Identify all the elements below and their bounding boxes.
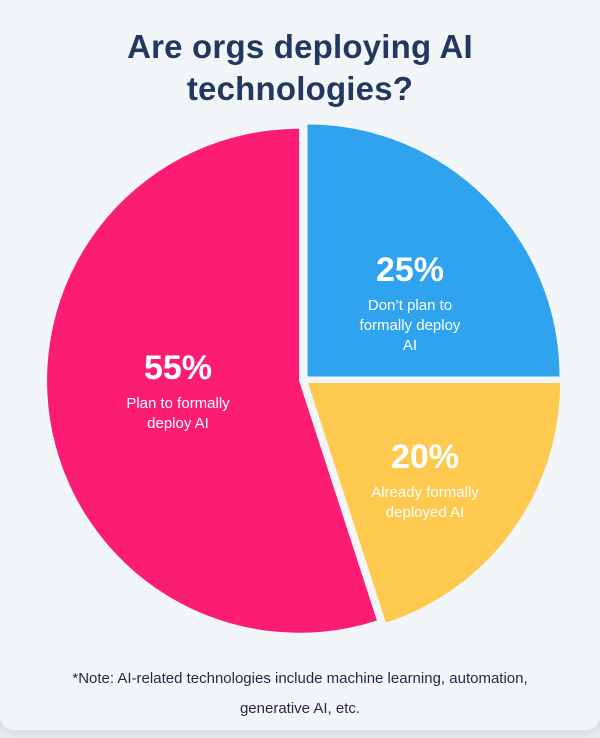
footnote-line-1: *Note: AI-related technologies include m…	[72, 670, 528, 687]
slice-description: Don’t plan to formally deploy AI	[359, 297, 461, 354]
slice-percent: 25%	[375, 251, 445, 289]
slice-percent: 20%	[390, 438, 460, 476]
chart-title: Are orgs deploying AI technologies?	[0, 26, 600, 110]
pie-slice-dont-plan	[307, 124, 560, 377]
chart-title-line-1: Are orgs deploying AI	[127, 28, 473, 65]
slice-label-plan-to-deploy: 55% Plan to formally deploy AI	[98, 348, 258, 434]
slice-description: Plan to formally deploy AI	[126, 395, 230, 432]
slice-percent: 55%	[143, 349, 213, 387]
pie-slice-plan-to-deploy	[47, 128, 377, 633]
pie-slice-already-deployed	[308, 382, 561, 623]
chart-title-line-2: technologies?	[186, 70, 414, 107]
slice-label-already-deployed: 20% Already formally deployed AI	[345, 437, 505, 523]
slice-description: Already formally deployed AI	[371, 484, 479, 521]
slice-label-dont-plan: 25% Don’t plan to formally deploy AI	[330, 250, 490, 356]
footnote: *Note: AI-related technologies include m…	[0, 664, 600, 724]
footnote-line-2: generative AI, etc.	[239, 700, 361, 717]
